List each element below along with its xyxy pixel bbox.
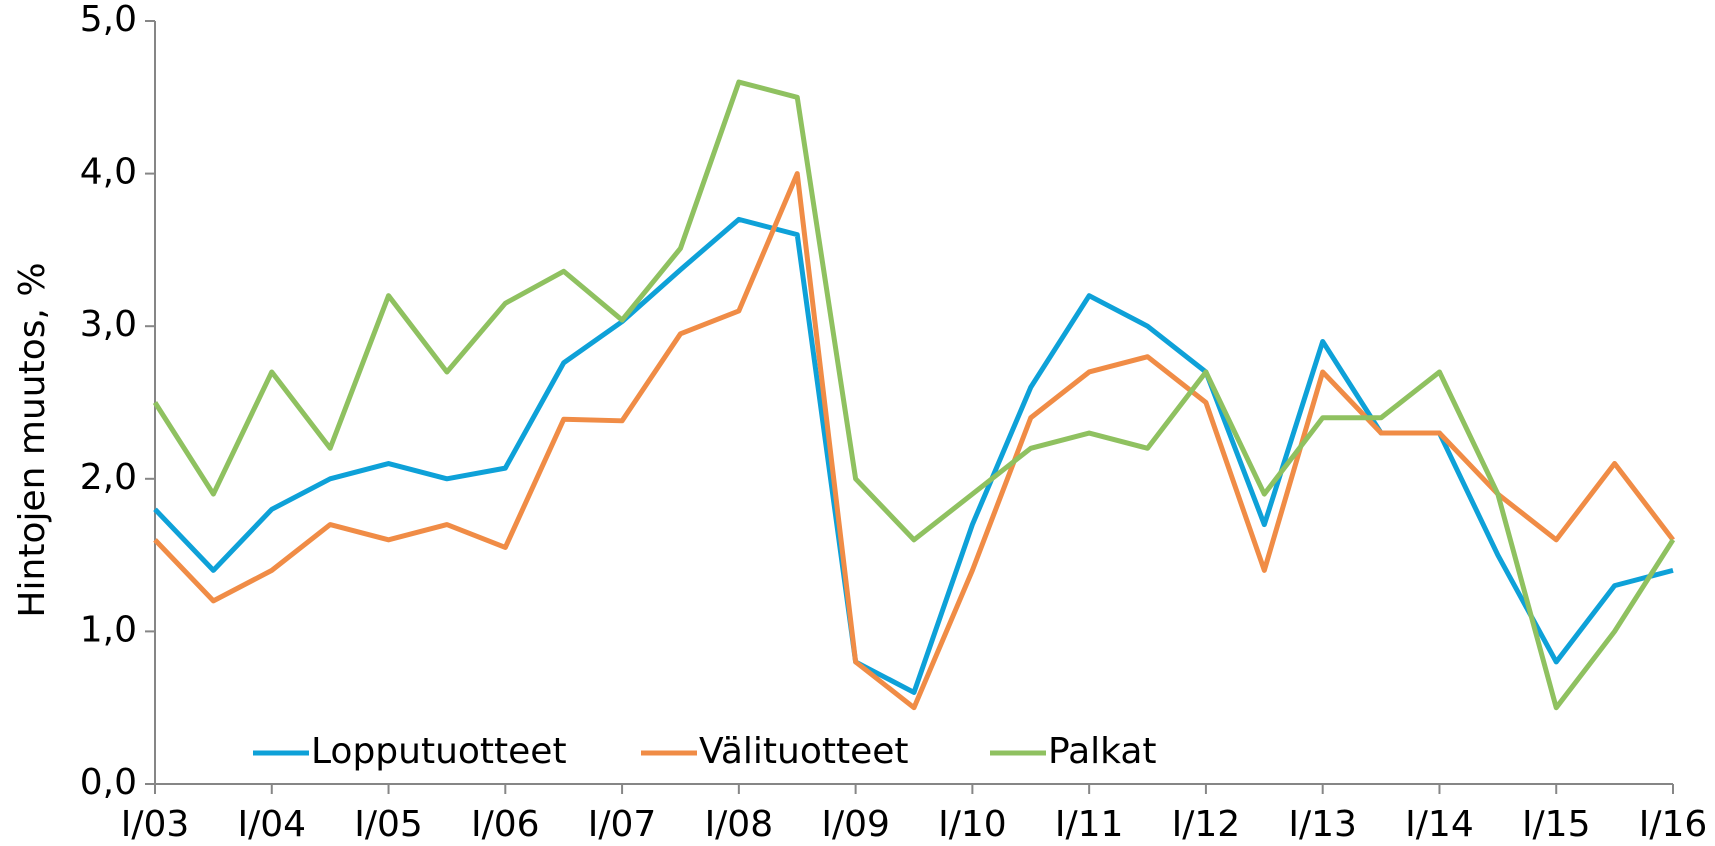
- legend-label: Lopputuotteet: [311, 731, 567, 772]
- x-tick-label: I/14: [1405, 804, 1474, 845]
- x-tick-label: I/15: [1522, 804, 1591, 845]
- y-tick-label: 3,0: [80, 304, 137, 345]
- x-tick-label: I/04: [237, 804, 306, 845]
- legend-label: Välituotteet: [699, 731, 909, 772]
- series-line: [152, 79, 1676, 711]
- x-tick-label: I/09: [821, 804, 890, 845]
- x-tick-label: I/10: [938, 804, 1007, 845]
- x-tick-label: I/03: [121, 804, 190, 845]
- series-line: [153, 171, 1675, 711]
- x-tick-label: I/08: [705, 804, 774, 845]
- x-tick-label: I/16: [1639, 804, 1708, 845]
- legend-label: Palkat: [1048, 731, 1157, 772]
- x-tick-label: I/12: [1172, 804, 1241, 845]
- y-tick-label: 0,0: [80, 762, 137, 803]
- x-tick-label: I/11: [1055, 804, 1124, 845]
- series-line: [153, 216, 1674, 695]
- x-tick-label: I/13: [1288, 804, 1357, 845]
- y-tick-label: 1,0: [80, 609, 137, 650]
- x-tick-label: I/05: [354, 804, 423, 845]
- y-tick-label: 4,0: [80, 152, 137, 193]
- x-tick-label: I/06: [471, 804, 540, 845]
- x-tick-label: I/07: [588, 804, 657, 845]
- y-axis-label: Hintojen muutos, %: [12, 262, 53, 617]
- y-tick-label: 5,0: [80, 0, 137, 40]
- y-tick-label: 2,0: [80, 457, 137, 498]
